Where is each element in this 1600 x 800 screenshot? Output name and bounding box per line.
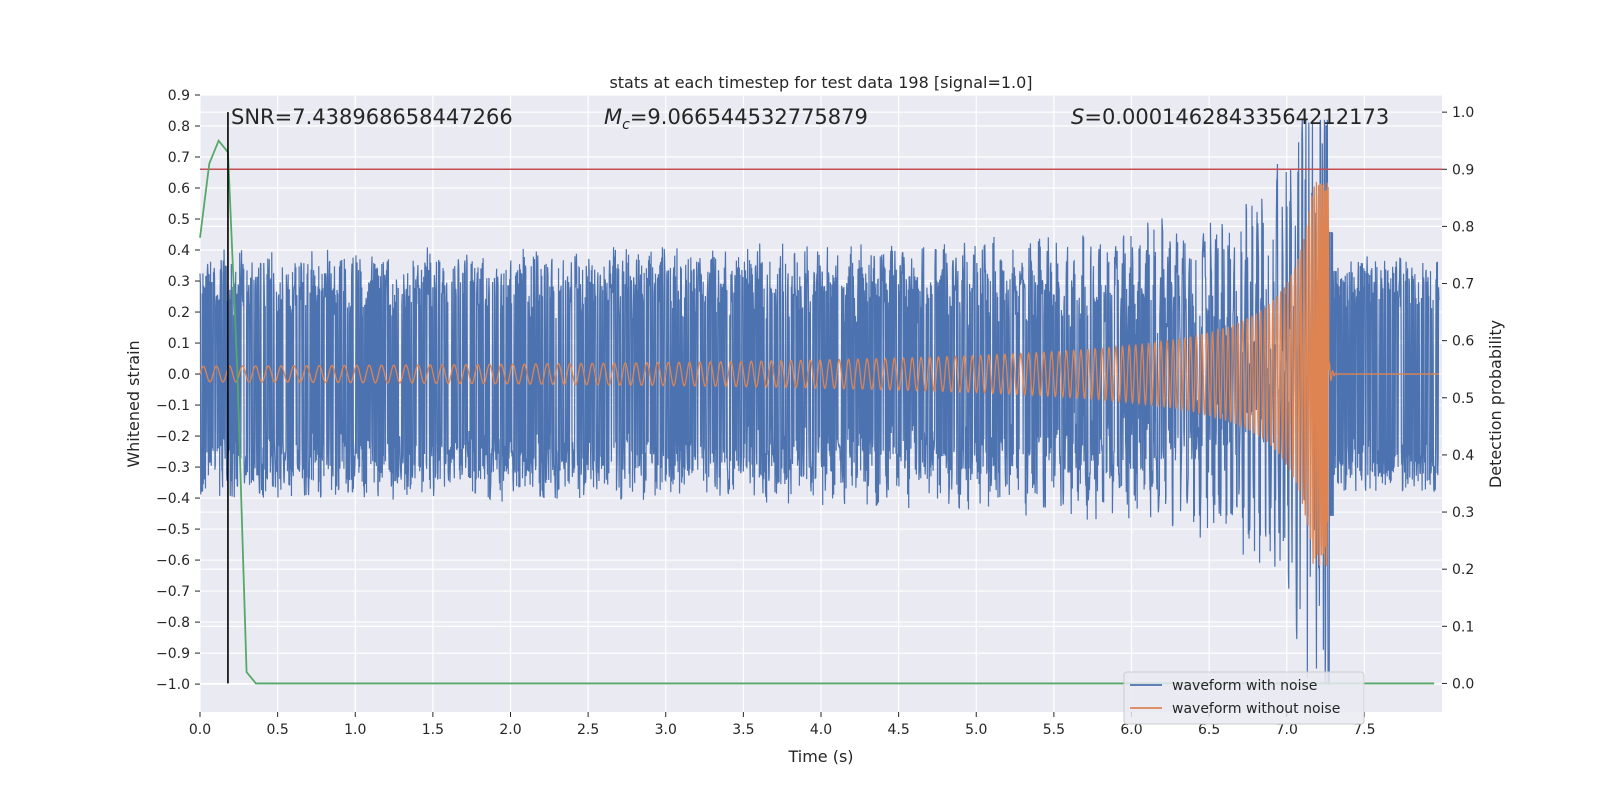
y-tick-label: 0.8 (168, 119, 190, 135)
y2-tick-label: 0.7 (1452, 277, 1474, 293)
y2-tick-label: 0.6 (1452, 334, 1474, 350)
series-waveform-with-noise (199, 119, 1440, 685)
y2-tick-label: 0.8 (1452, 219, 1474, 235)
y-tick-label: 0.2 (168, 305, 190, 321)
y-tick-label: −0.6 (156, 553, 190, 569)
y-tick-label: −0.9 (156, 646, 190, 662)
legend-label-noise: waveform with noise (1172, 678, 1317, 694)
x-tick-label: 5.0 (965, 722, 987, 738)
series-layer (199, 112, 1442, 685)
y-tick-label: 0.0 (168, 367, 190, 383)
y2-tick-label: 0.1 (1452, 619, 1474, 635)
x-tick-labels: 0.0 0.5 1.0 1.5 2.0 2.5 3.0 3.5 4.0 4.5 5.0 5.5 6.0 6… (189, 712, 1376, 738)
s-symbol: S (1071, 105, 1084, 129)
x-tick-label: 0.5 (266, 722, 288, 738)
x-tick-label: 4.0 (810, 722, 832, 738)
y-tick-label: 0.7 (168, 150, 190, 166)
y-tick-label: −0.3 (156, 460, 190, 476)
y2-tick-label: 0.5 (1452, 391, 1474, 407)
y-tick-label: 0.3 (168, 274, 190, 290)
x-tick-label: 3.0 (655, 722, 677, 738)
x-tick-label: 5.5 (1043, 722, 1065, 738)
chirp-mass-annotation: Mc=9.066544532775879 (604, 105, 868, 133)
series-waveform-without-noise (199, 181, 1439, 567)
x-tick-label: 7.0 (1276, 722, 1298, 738)
chirp-mass-subscript: c (622, 117, 630, 133)
y-axis-label: Whitened strain (124, 340, 143, 467)
x-tick-label: 2.0 (499, 722, 521, 738)
x-tick-label: 4.5 (887, 722, 909, 738)
x-axis-label: Time (s) (787, 747, 853, 766)
y-tick-label: 0.6 (168, 181, 190, 197)
y-tick-label: −0.1 (156, 398, 190, 414)
x-tick-label: 2.5 (577, 722, 599, 738)
y-tick-label: 0.1 (168, 336, 190, 352)
s-annotation: S=0.00014628433564212173 (1071, 105, 1389, 129)
y2-tick-label: 0.2 (1452, 562, 1474, 578)
snr-annotation: SNR=7.438968658447266 (231, 105, 513, 129)
chirp-mass-symbol: M (604, 105, 622, 129)
legend-box (1123, 671, 1365, 725)
series-detection-probability (199, 138, 1435, 685)
y-tick-labels: 0.9 0.8 0.7 0.6 0.5 0.4 0.3 0.2 0.1 0.0 −0.1 −0.2 −0… (156, 88, 200, 693)
legend-label-clean: waveform without noise (1172, 701, 1340, 717)
x-tick-label: 1.5 (422, 722, 444, 738)
x-tick-label: 6.0 (1120, 722, 1142, 738)
y-tick-label: 0.9 (168, 88, 190, 104)
y-tick-label: −0.7 (156, 584, 190, 600)
y2-tick-label: 0.3 (1452, 505, 1474, 521)
x-tick-label: 6.5 (1198, 722, 1220, 738)
y2-tick-label: 0.4 (1452, 448, 1474, 464)
y-tick-label: −0.8 (156, 615, 190, 631)
y-tick-label: −0.2 (156, 429, 190, 445)
y2-tick-labels: 0.0 0.1 0.2 0.3 0.4 0.5 0.6 0.7 0.8 0.9 1.0 (1442, 105, 1474, 692)
y-tick-label: −1.0 (156, 677, 190, 693)
y-tick-label: 0.5 (168, 212, 190, 228)
y-tick-label: −0.4 (156, 491, 190, 507)
y2-tick-label: 1.0 (1452, 105, 1474, 121)
y2-axis-label: Detection probability (1486, 320, 1505, 488)
chart-title: stats at each timestep for test data 198… (609, 73, 1032, 92)
s-value: =0.00014628433564212173 (1084, 105, 1389, 129)
x-tick-label: 3.5 (732, 722, 754, 738)
legend: waveform with noise waveform without noi… (1123, 671, 1365, 725)
y2-tick-label: 0.9 (1452, 162, 1474, 178)
y-tick-label: 0.4 (168, 243, 190, 259)
y-tick-label: −0.5 (156, 522, 190, 538)
x-tick-label: 0.0 (189, 722, 211, 738)
y2-tick-label: 0.0 (1452, 676, 1474, 692)
x-tick-label: 7.5 (1353, 722, 1375, 738)
chirp-mass-value: =9.066544532775879 (630, 105, 868, 129)
x-tick-label: 1.0 (344, 722, 366, 738)
